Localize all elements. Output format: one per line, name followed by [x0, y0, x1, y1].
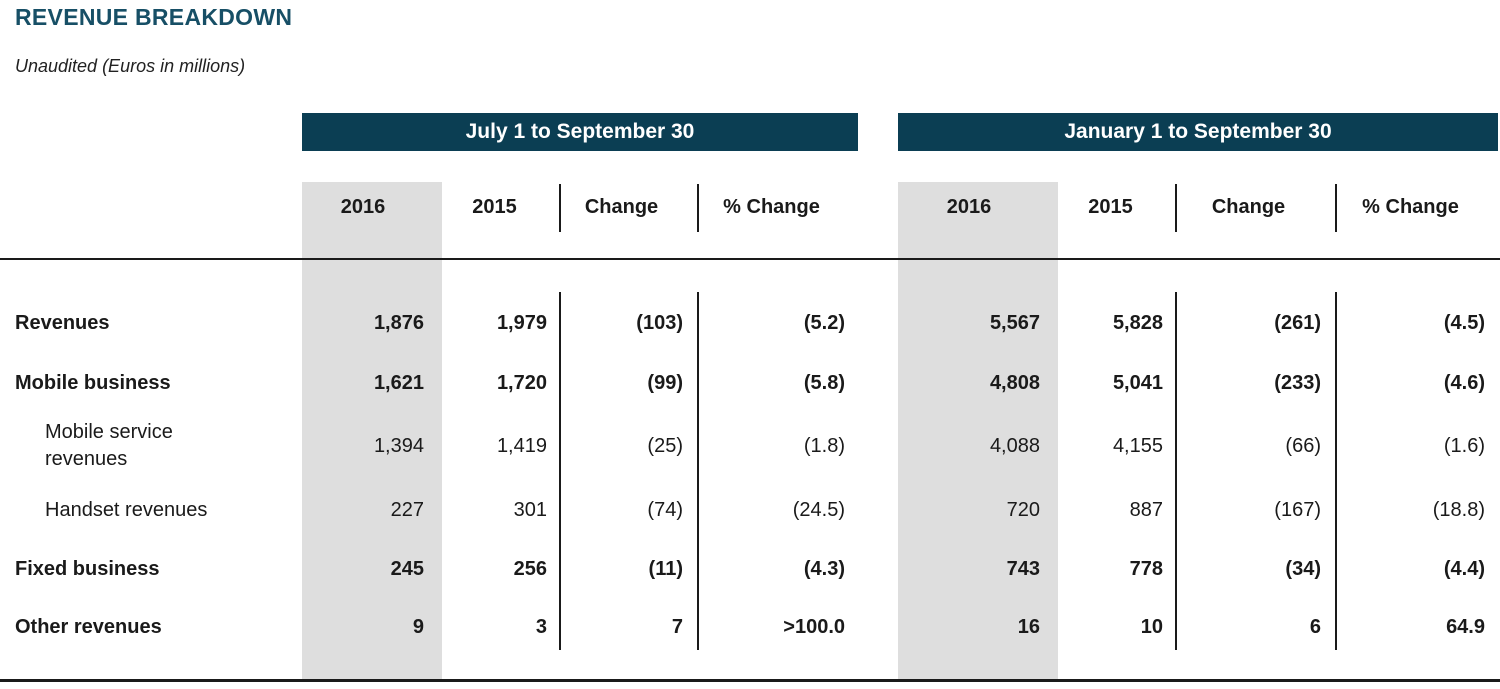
cell-q3-change: (99) — [647, 371, 683, 394]
header-divider-rule — [0, 258, 1500, 260]
row-label: Mobile business — [15, 371, 171, 394]
cell-q3-change: (74) — [647, 498, 683, 521]
cell-ytd-change: (261) — [1274, 311, 1321, 334]
cell-ytd-2016: 5,567 — [989, 311, 1040, 334]
cell-q3-change: (25) — [647, 434, 683, 457]
cell-ytd-change: 64.9 — [1446, 615, 1485, 638]
row-label: Other revenues — [15, 615, 162, 638]
table-row-fixed-business: Fixed business 245 256 (11) (4.3) 743 778 (34) (… — [0, 540, 1500, 598]
row-label: Revenues — [15, 311, 110, 334]
col-header-ytd-2015: 2015 — [1088, 195, 1133, 218]
cell-q3-2016: 1,876 — [373, 311, 424, 334]
cell-ytd-change: (233) — [1274, 371, 1321, 394]
cell-q3-change: (11) — [648, 557, 683, 580]
column-divider — [1175, 292, 1177, 650]
cell-ytd-2016: 743 — [1006, 557, 1040, 580]
cell-q3-change: (4.3) — [803, 557, 845, 580]
table-row-mobile-service-revenues: Mobile service revenues 1,394 1,419 (25) (1.… — [0, 412, 1500, 480]
col-header-q3-2015: 2015 — [472, 195, 517, 218]
cell-q3-change: (5.2) — [803, 311, 845, 334]
period-header-ytd-label: January 1 to September 30 — [1064, 120, 1332, 143]
cell-ytd-change: (4.6) — [1443, 371, 1485, 394]
cell-ytd-change: (4.5) — [1443, 311, 1485, 334]
highlight-band-2016-q3 — [302, 182, 442, 682]
cell-ytd-change: 6 — [1309, 615, 1321, 638]
period-header-q3-label: July 1 to September 30 — [465, 120, 695, 143]
cell-ytd-2015: 5,041 — [1112, 371, 1163, 394]
column-divider — [697, 184, 699, 232]
col-header-ytd-change: Change — [1211, 195, 1286, 218]
row-label: Mobile service revenues — [45, 421, 173, 470]
table-body: Revenues 1,876 1,979 (103) (5.2) 5,567 5,828 (2… — [0, 292, 1500, 656]
cell-q3-2015: 256 — [513, 557, 547, 580]
cell-q3-2016: 1,394 — [373, 434, 424, 457]
column-header-row: 2016 2015 Change % Change 2016 2015 Change % Ch… — [0, 182, 1500, 232]
row-label: Handset revenues — [45, 498, 208, 521]
cell-ytd-2015: 5,828 — [1112, 311, 1163, 334]
cell-q3-2016: 1,621 — [373, 371, 424, 394]
cell-q3-change: (1.8) — [803, 434, 845, 457]
column-divider — [559, 292, 561, 650]
table-row-handset-revenues: Handset revenues 227 301 (74) (24.5) 720 887 (1… — [0, 480, 1500, 540]
column-divider — [697, 292, 699, 650]
col-header-q3-change: Change — [584, 195, 659, 218]
period-header-ytd: January 1 to September 30 — [898, 113, 1498, 151]
col-header-q3-change: % Change — [723, 195, 820, 218]
table-row-revenues: Revenues 1,876 1,979 (103) (5.2) 5,567 5,828 (2… — [0, 292, 1500, 354]
cell-ytd-change: (1.6) — [1443, 434, 1485, 457]
cell-ytd-change: (66) — [1285, 434, 1321, 457]
cell-q3-2015: 3 — [535, 615, 547, 638]
cell-q3-change: (103) — [636, 311, 683, 334]
cell-ytd-change: (4.4) — [1443, 557, 1485, 580]
cell-q3-change: >100.0 — [783, 615, 845, 638]
period-header-q3: July 1 to September 30 — [302, 113, 858, 151]
column-divider — [1335, 184, 1337, 232]
column-divider — [1335, 292, 1337, 650]
cell-ytd-2016: 16 — [1017, 615, 1040, 638]
cell-q3-change: (5.8) — [803, 371, 845, 394]
cell-q3-2016: 9 — [412, 615, 424, 638]
cell-q3-change: 7 — [671, 615, 683, 638]
cell-ytd-2016: 4,088 — [989, 434, 1040, 457]
cell-q3-2016: 227 — [390, 498, 424, 521]
col-header-ytd-2016: 2016 — [946, 195, 992, 218]
cell-q3-2015: 301 — [513, 498, 547, 521]
cell-ytd-2016: 4,808 — [989, 371, 1040, 394]
cell-ytd-2015: 10 — [1140, 615, 1163, 638]
table-row-mobile-business: Mobile business 1,621 1,720 (99) (5.8) 4,808 5… — [0, 354, 1500, 412]
col-header-ytd-change: % Change — [1362, 195, 1459, 218]
column-divider — [559, 184, 561, 232]
cell-ytd-2016: 720 — [1006, 498, 1040, 521]
row-label: Fixed business — [15, 557, 160, 580]
column-divider — [1175, 184, 1177, 232]
page-title: REVENUE BREAKDOWN — [15, 4, 293, 30]
cell-ytd-2015: 887 — [1129, 498, 1163, 521]
cell-q3-2015: 1,419 — [496, 434, 547, 457]
page-subtitle: Unaudited (Euros in millions) — [15, 56, 246, 76]
cell-ytd-change: (18.8) — [1432, 498, 1485, 521]
cell-ytd-2015: 4,155 — [1112, 434, 1163, 457]
cell-ytd-2015: 778 — [1129, 557, 1163, 580]
cell-q3-change: (24.5) — [792, 498, 845, 521]
cell-q3-2016: 245 — [390, 557, 424, 580]
cell-ytd-change: (167) — [1274, 498, 1321, 521]
highlight-band-2016-ytd — [898, 182, 1058, 682]
cell-q3-2015: 1,979 — [496, 311, 547, 334]
col-header-q3-2016: 2016 — [340, 195, 386, 218]
table-row-other-revenues: Other revenues 9 3 7 >100.0 16 10 6 64.9 — [0, 598, 1500, 656]
cell-q3-2015: 1,720 — [496, 371, 547, 394]
table-bottom-rule — [0, 679, 1500, 682]
cell-ytd-change: (34) — [1285, 557, 1321, 580]
